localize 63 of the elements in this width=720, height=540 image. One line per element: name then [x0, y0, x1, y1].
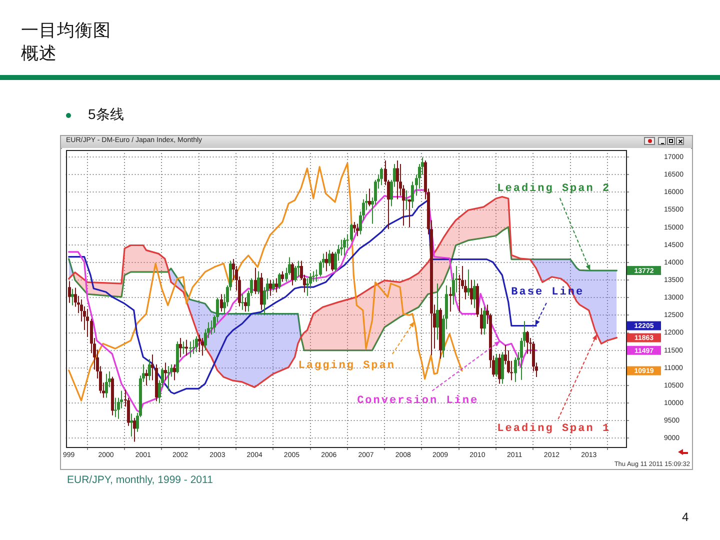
candlestick — [257, 270, 260, 295]
candlestick — [411, 181, 414, 208]
candlestick — [328, 250, 331, 266]
candlestick — [368, 188, 371, 207]
text: EUR/JPY, monthly, 1999 - 2011 — [67, 474, 213, 487]
candlestick — [405, 190, 408, 210]
candlestick — [105, 373, 108, 398]
candlestick — [167, 366, 170, 392]
candlestick — [343, 237, 346, 256]
candlestick — [483, 306, 486, 336]
candlestick — [315, 269, 318, 282]
candlestick — [436, 283, 439, 340]
text: Leading Span 2 — [497, 182, 611, 195]
candlestick — [467, 269, 470, 296]
candlestick — [189, 341, 192, 358]
candlestick — [148, 358, 151, 381]
chart-title: 一目均衡图 — [21, 20, 111, 40]
candlestick — [331, 251, 334, 272]
candlestick — [356, 223, 359, 237]
candlestick — [526, 330, 529, 354]
candlestick — [164, 362, 167, 381]
candlestick — [269, 280, 272, 296]
candlestick — [151, 354, 154, 381]
candlestick — [201, 338, 204, 356]
text: Lagging Span — [298, 360, 396, 372]
text: Leading Span 1 — [497, 422, 611, 435]
text: Conversion Line — [357, 394, 479, 407]
text: 5条线 — [88, 106, 124, 122]
candlestick — [408, 198, 411, 228]
candlestick — [325, 251, 328, 272]
candlestick — [71, 288, 74, 306]
candlestick — [244, 297, 247, 312]
candlestick — [480, 308, 483, 336]
candlestick — [198, 334, 201, 353]
candlestick — [473, 280, 476, 309]
candlestick — [220, 294, 223, 312]
candlestick — [86, 308, 89, 338]
candlestick — [470, 280, 473, 306]
candlestick — [173, 364, 176, 381]
candlestick — [396, 160, 399, 200]
candlestick — [278, 272, 281, 290]
candlestick — [130, 413, 133, 437]
candlestick — [495, 353, 498, 378]
chart-subtitle: 概述 — [21, 43, 57, 63]
candlestick — [241, 294, 244, 310]
candlestick — [195, 336, 198, 353]
candlestick — [133, 417, 136, 442]
candlestick — [254, 267, 257, 295]
candlestick — [114, 397, 117, 418]
candlestick — [498, 353, 501, 384]
candlestick — [68, 280, 71, 304]
candlestick — [380, 167, 383, 186]
candlestick — [192, 339, 195, 354]
candlestick — [179, 338, 182, 358]
candlestick — [145, 369, 148, 386]
candlestick — [281, 270, 284, 282]
candlestick — [291, 262, 294, 286]
candlestick — [449, 286, 452, 312]
candlestick — [275, 278, 278, 293]
text: 4 — [682, 510, 689, 524]
candlestick — [350, 223, 353, 242]
candlestick — [353, 222, 356, 234]
candlestick — [272, 280, 275, 292]
